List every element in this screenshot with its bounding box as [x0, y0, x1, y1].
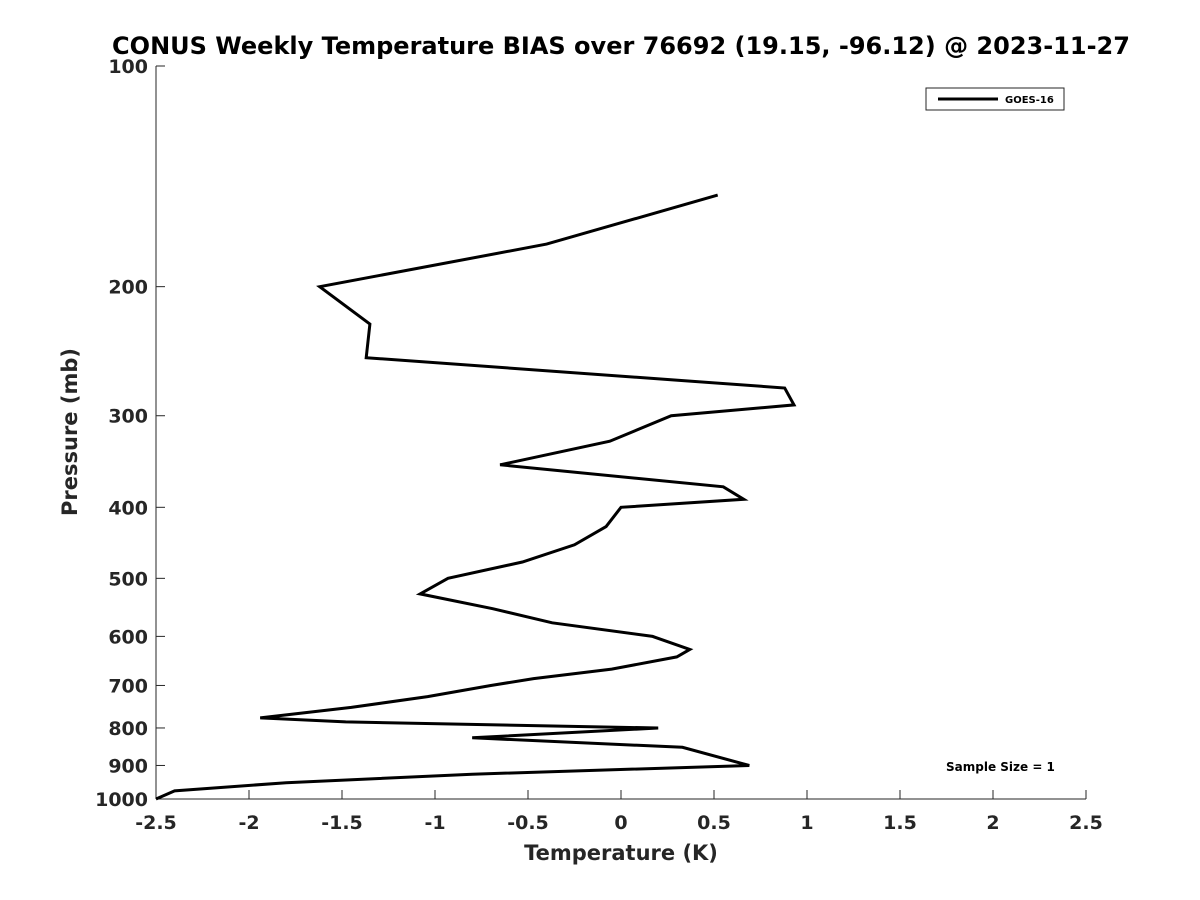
x-tick-label: 0.5: [697, 812, 731, 834]
x-ticks: -2.5 -2 -1.5 -1 -0.5 0 0.5 1 1.5 2 2.5: [135, 790, 1103, 834]
x-tick-label: 2.5: [1069, 812, 1103, 834]
x-tick-label: -2: [238, 812, 259, 834]
sample-size-annotation: Sample Size = 1: [946, 760, 1055, 774]
y-axis-label: Pressure (mb): [58, 348, 82, 516]
series-line-goes-16: [155, 193, 797, 801]
series-group: [155, 193, 797, 801]
plot-axes: -2.5 -2 -1.5 -1 -0.5 0 0.5 1 1.5 2 2.5 100 200 300 40…: [95, 56, 1103, 834]
y-tick-label: 1000: [95, 789, 148, 811]
y-tick-label: 200: [108, 277, 148, 299]
y-tick-label: 900: [108, 755, 148, 777]
y-tick-label: 100: [108, 56, 148, 78]
x-tick-label: 1.5: [883, 812, 917, 834]
y-ticks: 100 200 300 400 500 600 700 800 900 1000: [95, 56, 165, 811]
y-tick-label: 700: [108, 675, 148, 697]
legend: GOES-16: [925, 87, 1065, 111]
x-axis-label: Temperature (K): [524, 841, 718, 865]
x-tick-label: -1: [424, 812, 445, 834]
y-tick-label: 800: [108, 718, 148, 740]
legend-label-goes-16: GOES-16: [1005, 95, 1054, 106]
chart-title: CONUS Weekly Temperature BIAS over 76692…: [112, 32, 1130, 60]
x-tick-label: 0: [614, 812, 627, 834]
y-tick-label: 500: [108, 568, 148, 590]
y-tick-label: 600: [108, 626, 148, 648]
x-tick-label: -1.5: [321, 812, 363, 834]
y-tick-label: 400: [108, 497, 148, 519]
x-tick-label: 2: [986, 812, 999, 834]
x-tick-label: -0.5: [507, 812, 549, 834]
y-tick-label: 300: [108, 406, 148, 428]
x-tick-label: -2.5: [135, 812, 177, 834]
x-tick-label: 1: [800, 812, 813, 834]
